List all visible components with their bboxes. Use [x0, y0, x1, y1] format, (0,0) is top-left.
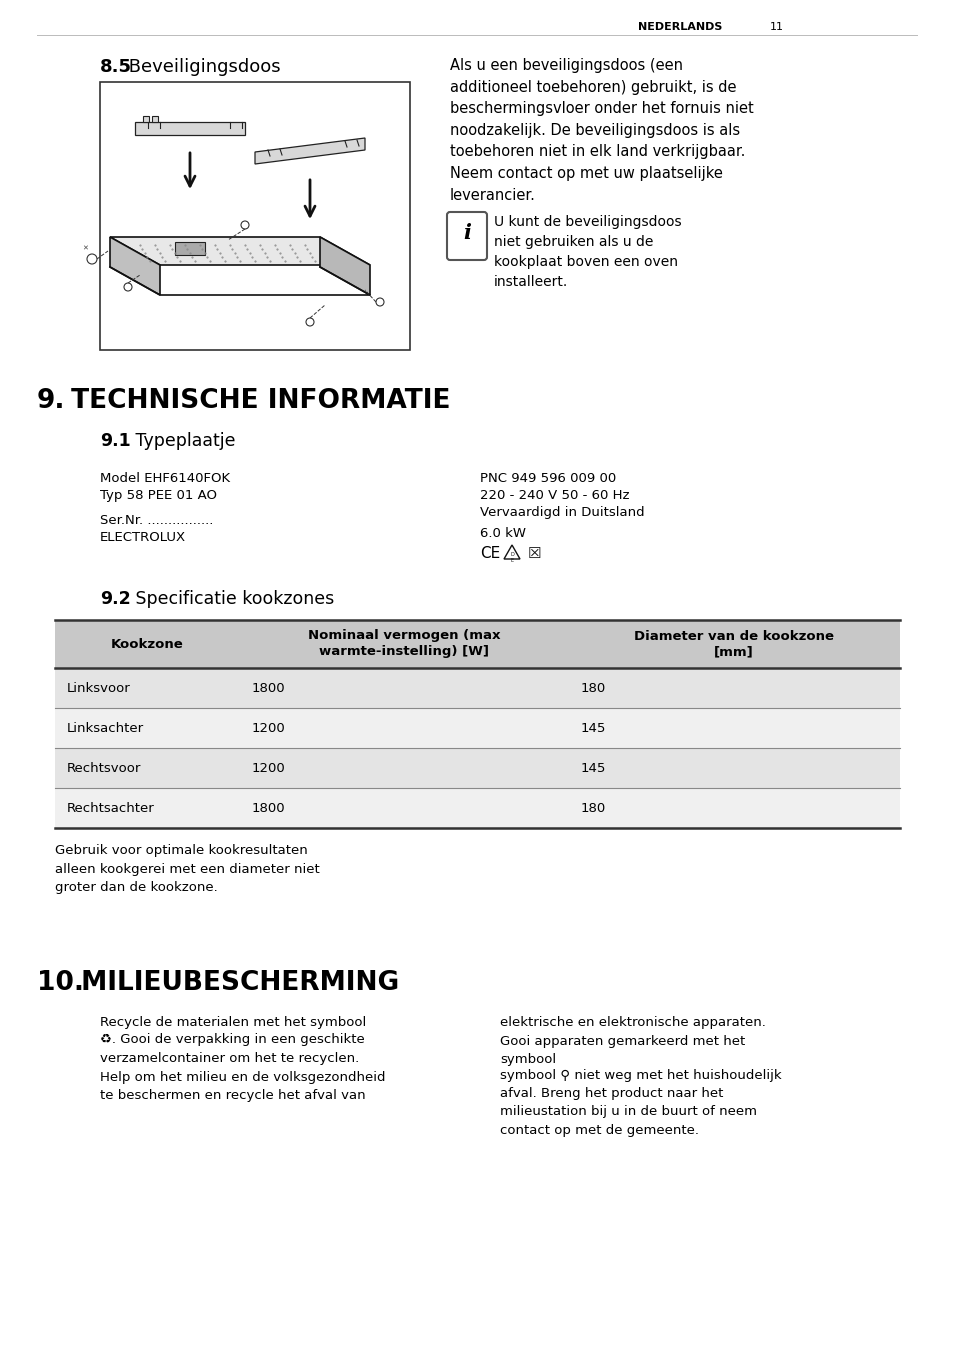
Polygon shape: [174, 242, 205, 255]
Text: Nominaal vermogen (max
warmte-instelling) [W]: Nominaal vermogen (max warmte-instelling…: [308, 630, 499, 658]
Text: i: i: [462, 223, 471, 242]
Text: U kunt de beveiligingsdoos
niet gebruiken als u de
kookplaat boven een oven
inst: U kunt de beveiligingsdoos niet gebruike…: [494, 215, 680, 290]
Text: elektrische en elektronische apparaten.
Gooi apparaten gemarkeerd met het
symboo: elektrische en elektronische apparaten. …: [499, 1016, 765, 1066]
Text: ELECTROLUX: ELECTROLUX: [100, 531, 186, 544]
Text: 145: 145: [580, 761, 606, 774]
Bar: [55, 788, 899, 829]
Polygon shape: [110, 237, 160, 295]
Text: Rechtsvoor: Rechtsvoor: [67, 761, 141, 774]
Text: 11: 11: [769, 22, 783, 32]
Text: 1800: 1800: [252, 681, 285, 695]
Polygon shape: [503, 546, 519, 559]
Bar: [55, 747, 899, 788]
Polygon shape: [319, 237, 370, 295]
Text: MILIEUBESCHERMING: MILIEUBESCHERMING: [71, 969, 399, 997]
Bar: [55, 620, 899, 668]
Text: 1200: 1200: [252, 722, 286, 734]
Text: 1800: 1800: [252, 802, 285, 815]
Text: 9.1: 9.1: [100, 432, 131, 450]
Text: Model EHF6140FOK: Model EHF6140FOK: [100, 473, 230, 485]
Text: 10.: 10.: [37, 969, 84, 997]
FancyBboxPatch shape: [447, 213, 486, 260]
Text: 8.5: 8.5: [100, 58, 132, 76]
Text: Vervaardigd in Duitsland: Vervaardigd in Duitsland: [479, 506, 644, 519]
Text: ♻. Gooi de verpakking in een geschikte
verzamelcontainer om het te recyclen.
Hel: ♻. Gooi de verpakking in een geschikte v…: [100, 1033, 385, 1102]
Text: 145: 145: [580, 722, 606, 734]
Text: Kookzone: Kookzone: [111, 638, 183, 650]
Text: PNC 949 596 009 00: PNC 949 596 009 00: [479, 473, 616, 485]
Text: Linksachter: Linksachter: [67, 722, 144, 734]
Text: Ser.Nr. ................: Ser.Nr. ................: [100, 515, 213, 527]
Text: Als u een beveiligingsdoos (een
additioneel toebehoren) gebruikt, is de
bescherm: Als u een beveiligingsdoos (een addition…: [450, 58, 753, 203]
Bar: [55, 668, 899, 708]
Text: 180: 180: [580, 681, 605, 695]
Text: TECHNISCHE INFORMATIE: TECHNISCHE INFORMATIE: [62, 389, 450, 414]
Text: D
E: D E: [510, 552, 514, 563]
Text: Typeplaatje: Typeplaatje: [130, 432, 235, 450]
Bar: [55, 708, 899, 747]
Text: 6.0 kW: 6.0 kW: [479, 527, 525, 540]
Text: symbool ⚲ niet weg met het huishoudelijk
afval. Breng het product naar het
milie: symbool ⚲ niet weg met het huishoudelijk…: [499, 1068, 781, 1137]
Text: ✕: ✕: [82, 246, 88, 252]
Polygon shape: [135, 122, 245, 135]
Text: Specificatie kookzones: Specificatie kookzones: [130, 590, 334, 608]
Text: Rechtsachter: Rechtsachter: [67, 802, 154, 815]
Text: 220 - 240 V 50 - 60 Hz: 220 - 240 V 50 - 60 Hz: [479, 489, 629, 502]
Polygon shape: [152, 116, 158, 122]
Bar: [100, 83, 410, 349]
Text: Beveiligingsdoos: Beveiligingsdoos: [123, 58, 280, 76]
Text: NEDERLANDS: NEDERLANDS: [638, 22, 721, 32]
Text: Diameter van de kookzone
[mm]: Diameter van de kookzone [mm]: [634, 630, 833, 658]
Text: 9.: 9.: [37, 389, 66, 414]
Text: 9.2: 9.2: [100, 590, 131, 608]
Text: Linksvoor: Linksvoor: [67, 681, 131, 695]
Text: 180: 180: [580, 802, 605, 815]
Polygon shape: [143, 116, 149, 122]
Polygon shape: [254, 138, 365, 164]
Text: Gebruik voor optimale kookresultaten
alleen kookgerei met een diameter niet
grot: Gebruik voor optimale kookresultaten all…: [55, 844, 319, 894]
Text: CE: CE: [479, 546, 499, 561]
Polygon shape: [110, 237, 370, 265]
Text: Recycle de materialen met het symbool: Recycle de materialen met het symbool: [100, 1016, 366, 1029]
Text: ☒: ☒: [527, 546, 541, 561]
Text: 1200: 1200: [252, 761, 286, 774]
Text: Typ 58 PEE 01 AO: Typ 58 PEE 01 AO: [100, 489, 216, 502]
